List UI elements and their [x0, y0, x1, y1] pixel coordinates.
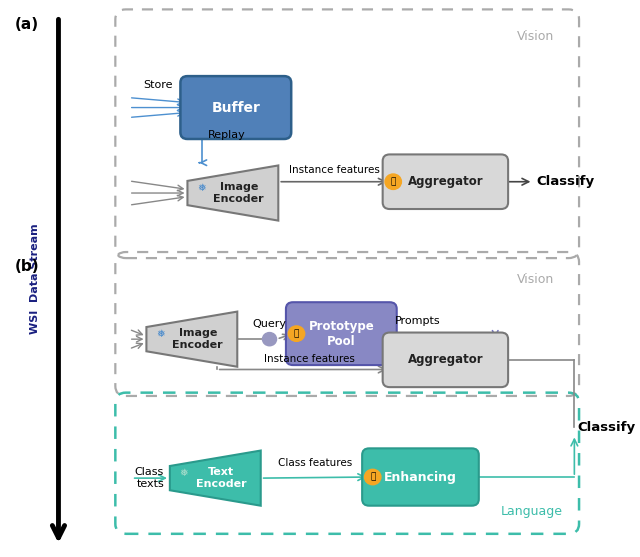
Circle shape	[262, 333, 276, 346]
Text: Aggregator: Aggregator	[408, 175, 483, 188]
Text: Image
Encoder: Image Encoder	[213, 182, 264, 204]
Text: ❅: ❅	[156, 329, 164, 339]
Text: 🔥: 🔥	[370, 472, 376, 481]
Text: Prompts: Prompts	[394, 316, 440, 326]
Text: Store: Store	[143, 80, 173, 90]
Text: WSI  Data Stream: WSI Data Stream	[30, 223, 40, 334]
Text: Instance features: Instance features	[289, 165, 380, 175]
Text: Language: Language	[500, 505, 563, 519]
Text: Buffer: Buffer	[211, 101, 260, 115]
FancyBboxPatch shape	[286, 302, 397, 365]
Polygon shape	[188, 165, 278, 221]
Text: Instance features: Instance features	[264, 354, 355, 364]
Text: Aggregator: Aggregator	[408, 353, 483, 367]
Text: Enhancing: Enhancing	[384, 471, 457, 483]
Text: ❅: ❅	[179, 468, 188, 478]
Polygon shape	[147, 311, 237, 367]
Text: Classify: Classify	[577, 421, 636, 434]
Polygon shape	[170, 451, 260, 506]
Text: Prototype
Pool: Prototype Pool	[308, 320, 374, 348]
Text: Vision: Vision	[516, 30, 554, 43]
Text: Classify: Classify	[536, 175, 595, 188]
FancyBboxPatch shape	[383, 154, 508, 209]
FancyBboxPatch shape	[180, 76, 291, 139]
Circle shape	[288, 326, 305, 341]
Text: Replay: Replay	[208, 130, 246, 140]
Text: (a): (a)	[15, 17, 38, 32]
Text: Image
Encoder: Image Encoder	[172, 329, 223, 350]
Text: 🔥: 🔥	[294, 329, 299, 338]
Text: (b): (b)	[15, 259, 39, 274]
Text: 🔥: 🔥	[390, 177, 396, 186]
Text: Query: Query	[253, 319, 287, 329]
Text: Class
texts: Class texts	[135, 467, 164, 489]
Text: Class features: Class features	[278, 458, 352, 468]
Circle shape	[365, 470, 381, 485]
FancyBboxPatch shape	[383, 333, 508, 387]
FancyBboxPatch shape	[362, 448, 479, 506]
Circle shape	[385, 174, 401, 189]
Text: Vision: Vision	[516, 273, 554, 286]
Text: ❅: ❅	[197, 183, 205, 193]
Text: Text
Encoder: Text Encoder	[196, 467, 246, 489]
